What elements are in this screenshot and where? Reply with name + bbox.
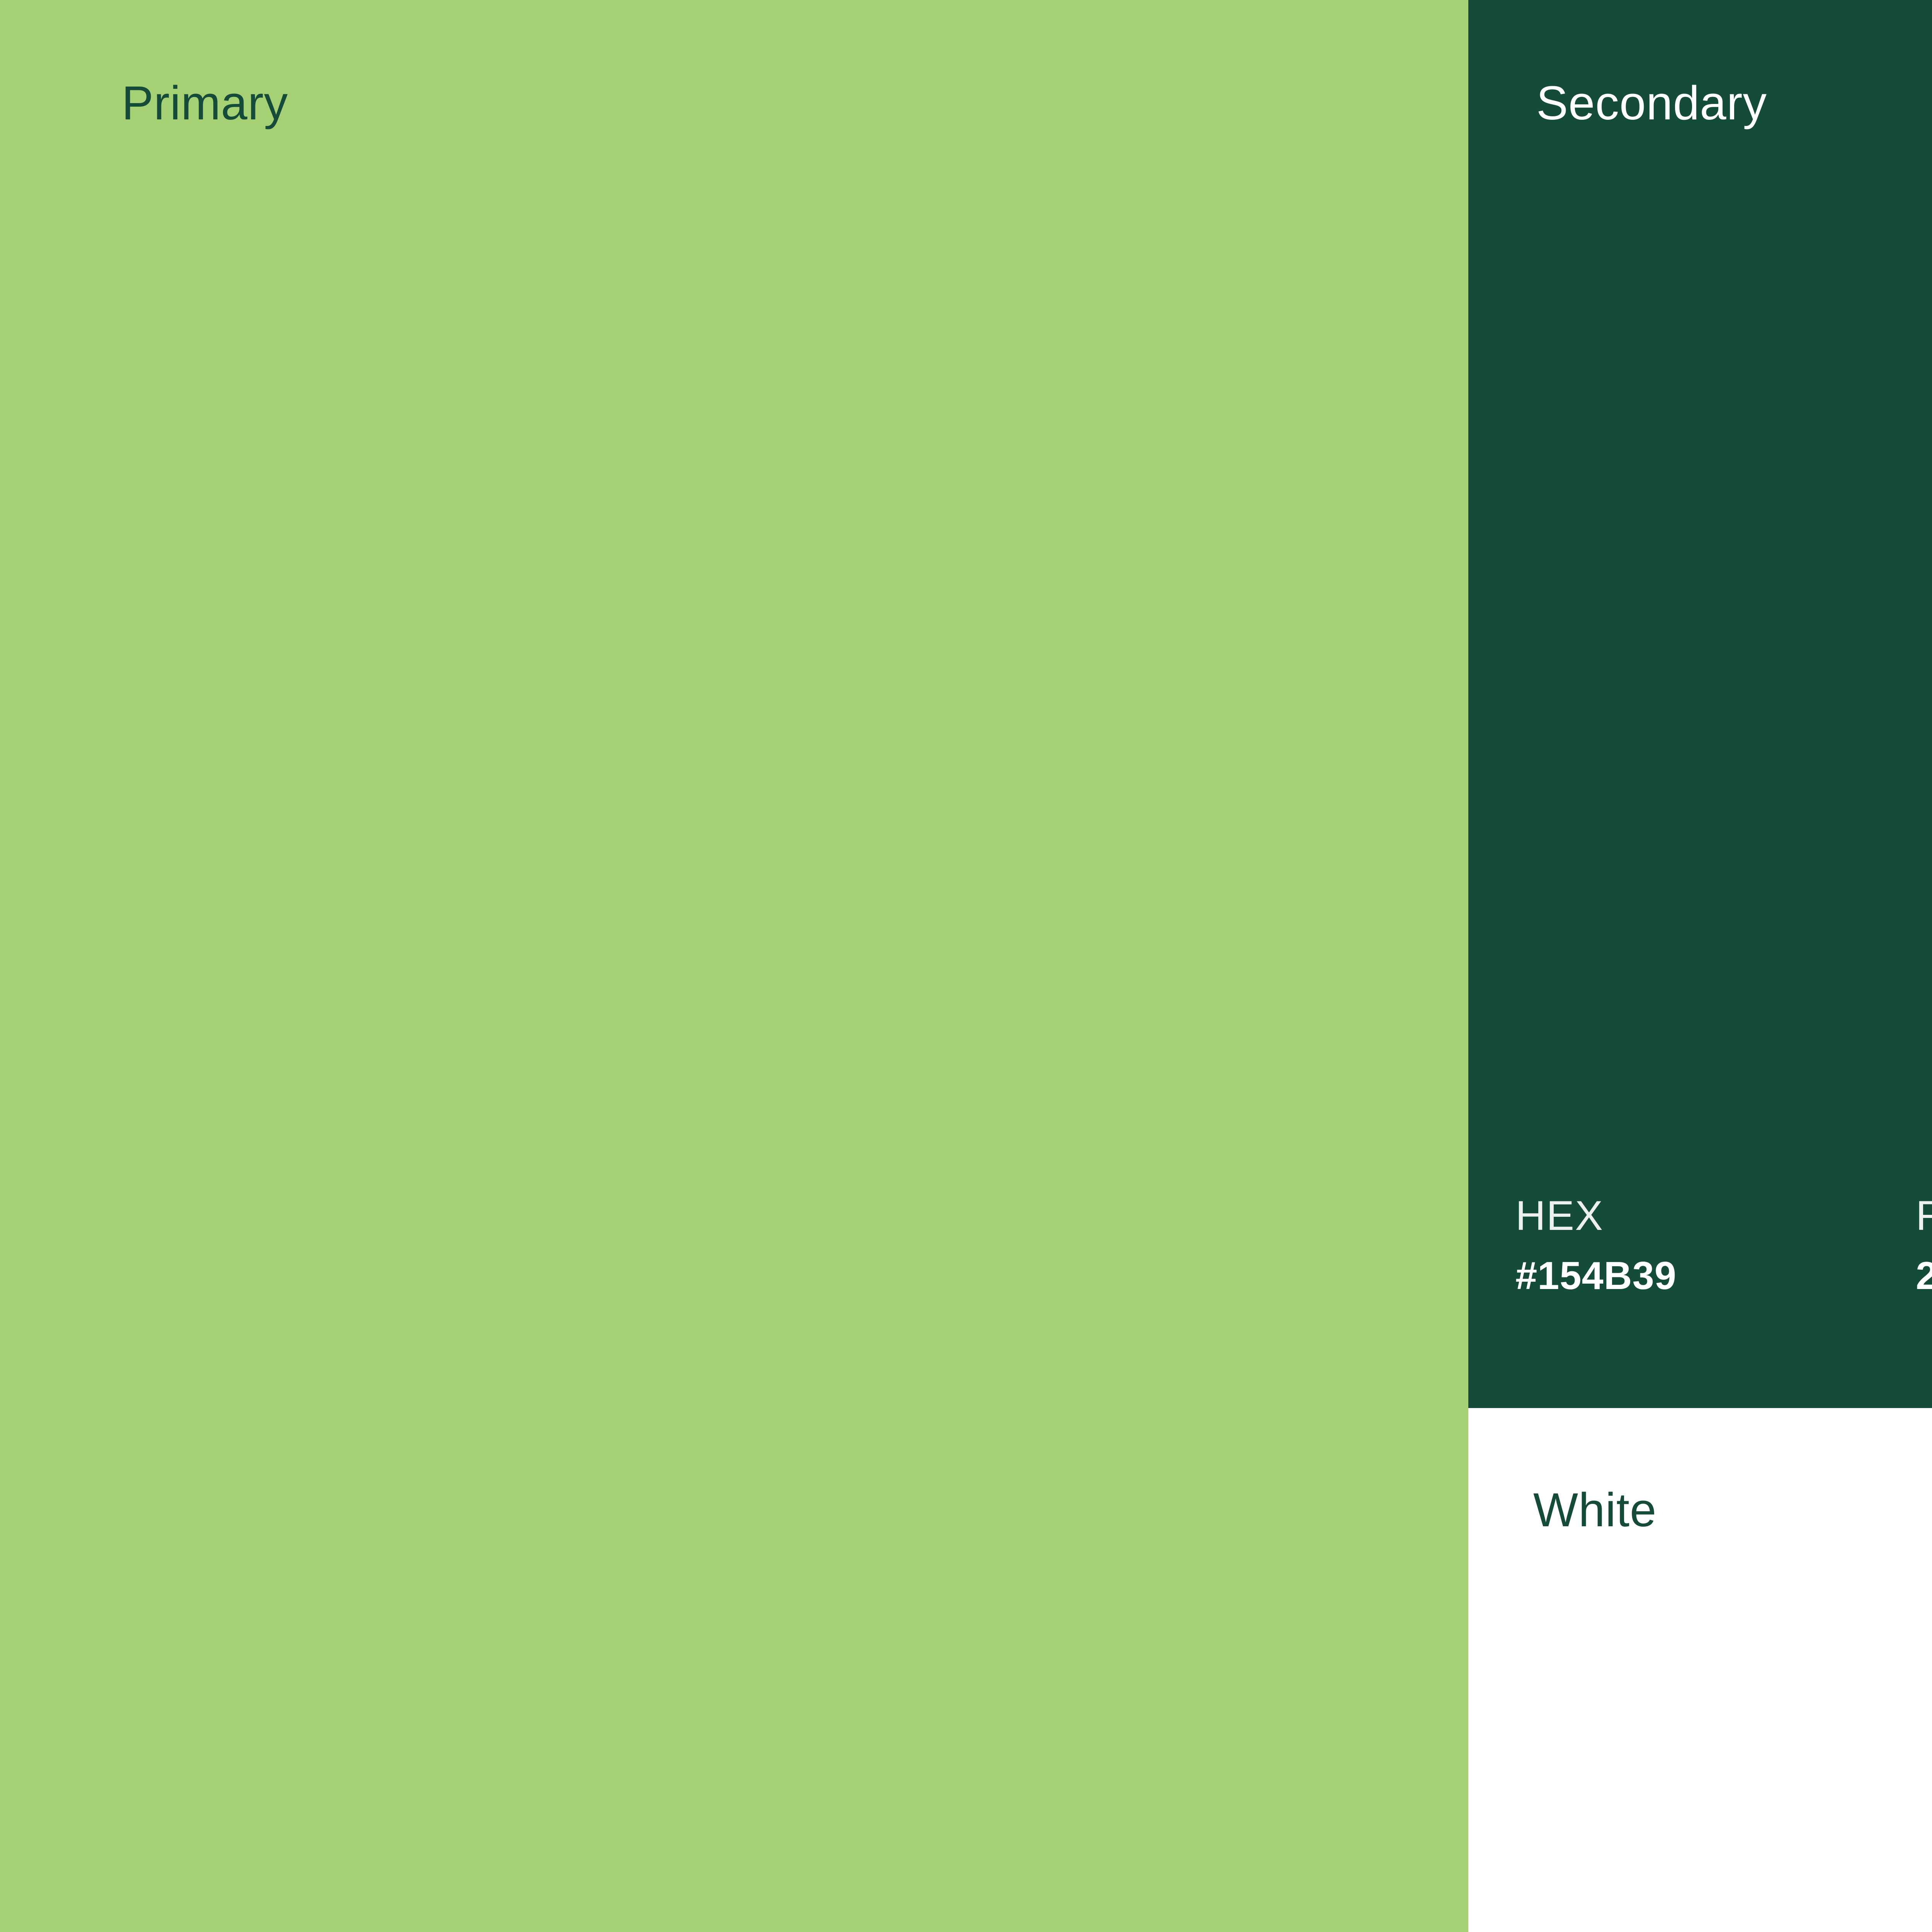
swatch-white: White HEX #FFFFFF RGB 255 255 255 CMYK 0…: [1468, 1408, 1932, 1932]
swatch-secondary: Secondary HEX #154B39 RGB 21 75 57 CMYK …: [1468, 0, 1932, 1408]
swatch-title: White: [1533, 1484, 1657, 1537]
swatch-title: Primary: [122, 77, 288, 130]
rgb-label: RGB: [1916, 1192, 1932, 1239]
hex-label: HEX: [1515, 1192, 1604, 1239]
swatch-title: Secondary: [1536, 77, 1767, 130]
rgb-value: 21 75 57: [1916, 1254, 1932, 1298]
swatch-primary: Primary HEX #A5D074 RGB 165 208 116 CMYK…: [0, 0, 1468, 1932]
hex-value: #154B39: [1515, 1254, 1677, 1298]
